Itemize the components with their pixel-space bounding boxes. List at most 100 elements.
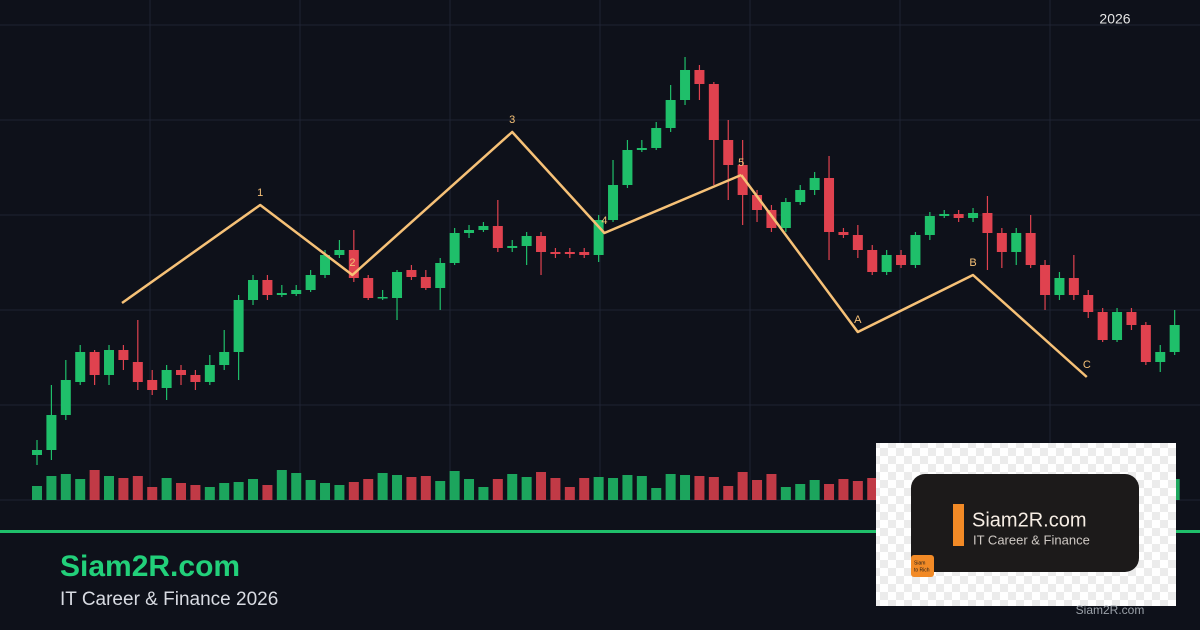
year-annotation: 2026: [1099, 11, 1130, 27]
candle-body: [795, 190, 806, 202]
candle-body: [910, 235, 921, 265]
candle-body: [464, 230, 475, 233]
volume-bar: [219, 483, 230, 500]
candle-body: [1097, 312, 1108, 340]
candle-body: [276, 293, 287, 295]
logo-badge-text: to Rich: [914, 567, 930, 573]
volume-bar: [190, 485, 201, 500]
volume-bar: [176, 483, 187, 500]
candle-body: [320, 255, 331, 275]
volume-bar: [795, 484, 806, 500]
wave-label: B: [969, 257, 976, 269]
candle-body: [752, 195, 763, 210]
candle-body: [291, 290, 302, 294]
candle-body: [334, 250, 345, 255]
volume-bar: [60, 474, 71, 500]
candle-body: [680, 70, 691, 100]
volume-bar: [752, 480, 763, 500]
volume-bar: [204, 487, 215, 500]
candle-body: [550, 252, 561, 254]
candle-body: [348, 250, 359, 278]
volume-bar: [507, 474, 518, 500]
candle-body: [233, 300, 244, 352]
volume-bar: [132, 476, 143, 500]
footer-tagline: IT Career & Finance 2026: [60, 589, 278, 610]
candle-body: [564, 252, 575, 254]
volume-bar: [694, 476, 705, 500]
wave-line: [121, 130, 742, 305]
volume-bar: [723, 486, 734, 500]
volume-bar: [262, 485, 273, 500]
candle-body: [809, 178, 820, 190]
volume-bar: [579, 478, 590, 500]
wave-label: 4: [601, 215, 607, 227]
candle-body: [190, 375, 201, 382]
candle-body: [478, 226, 489, 230]
candle-body: [104, 350, 115, 375]
volume-bar: [348, 482, 359, 500]
volume-bar: [464, 479, 475, 500]
candle-body: [147, 380, 158, 390]
candle-body: [75, 352, 86, 382]
volume-bar: [737, 472, 748, 500]
volume-bar: [636, 476, 647, 500]
candle-body: [132, 362, 143, 382]
candle-body: [939, 214, 950, 216]
candle-body: [1083, 295, 1094, 312]
logo-panel: Siam2R.com IT Career & Finance Siam to R…: [876, 443, 1176, 606]
volume-bar: [161, 478, 172, 500]
volume-bar: [665, 474, 676, 500]
volume-bar: [608, 478, 619, 500]
volume-bar: [406, 477, 417, 500]
candle-layer: [32, 57, 1180, 465]
wave-line: [740, 174, 1088, 378]
volume-bar: [420, 476, 431, 500]
candle-body: [867, 250, 878, 272]
candle-body: [953, 214, 964, 218]
candle-body: [521, 236, 532, 246]
candle-body: [708, 84, 719, 140]
candle-body: [968, 213, 979, 218]
wave-label: 5: [738, 157, 744, 169]
candle-body: [622, 150, 633, 185]
wave-label: 2: [349, 257, 355, 269]
candle-body: [46, 415, 57, 450]
candle-body: [420, 277, 431, 288]
volume-bar: [867, 478, 878, 500]
volume-bar: [550, 478, 561, 500]
volume-bar: [75, 479, 86, 500]
volume-bar: [838, 479, 849, 500]
volume-bar: [809, 480, 820, 500]
candle-body: [492, 226, 503, 248]
volume-bar: [147, 487, 158, 500]
candle-body: [32, 450, 43, 455]
volume-bar: [233, 482, 244, 500]
volume-bar: [536, 472, 547, 500]
volume-bar: [32, 486, 43, 500]
candle-body: [665, 100, 676, 128]
candle-body: [593, 220, 604, 255]
candle-body: [824, 178, 835, 232]
candle-body: [406, 270, 417, 277]
volume-bar: [492, 479, 503, 500]
candle-body: [1112, 312, 1123, 340]
volume-bar: [334, 485, 345, 500]
volume-bar: [320, 483, 331, 500]
volume-bar: [377, 473, 388, 500]
wave-label: C: [1083, 359, 1091, 371]
candle-body: [1040, 265, 1051, 295]
volume-bar: [118, 478, 129, 500]
volume-bar: [824, 484, 835, 500]
candle-body: [996, 233, 1007, 252]
logo-card: [911, 474, 1139, 572]
volume-bar: [104, 476, 115, 500]
volume-bar: [651, 488, 662, 500]
volume-bar: [680, 475, 691, 500]
candle-body: [766, 210, 777, 228]
volume-bar: [852, 481, 863, 500]
candle-body: [536, 236, 547, 252]
volume-bar: [305, 480, 316, 500]
logo-brand: Siam2R.com: [972, 509, 1086, 531]
